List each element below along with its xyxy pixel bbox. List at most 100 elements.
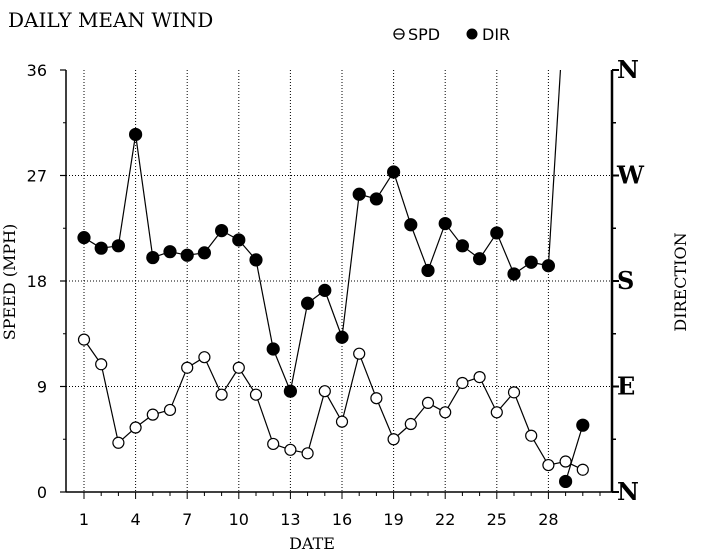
y-tick-label-0: 0 xyxy=(37,483,47,502)
dir-segment xyxy=(255,259,274,350)
dir-point-22 xyxy=(438,216,452,231)
y-tick-labels: 0 9 18 27 36 xyxy=(27,61,47,502)
x-tick-label-13: 13 xyxy=(280,510,300,529)
spd-point-22 xyxy=(439,406,452,419)
x-tick-label-4: 4 xyxy=(131,510,141,529)
direction-label-w-3: W xyxy=(616,161,645,190)
spd-point-17 xyxy=(353,347,366,360)
dir-point-27 xyxy=(524,255,538,269)
y2-axis-title: DIRECTION xyxy=(671,232,690,331)
x-tick-label-25: 25 xyxy=(487,510,507,529)
spd-point-5 xyxy=(146,408,159,421)
spd-point-21 xyxy=(421,396,435,410)
dir-legend-label: DIR xyxy=(482,25,510,44)
spd-point-8 xyxy=(198,351,211,364)
y-axis-title: SPEED (MPH) xyxy=(0,224,19,341)
x-tick-label-10: 10 xyxy=(229,510,249,529)
dir-legend-marker xyxy=(466,28,478,40)
spd-segment xyxy=(479,376,498,413)
dir-point-25 xyxy=(490,226,504,240)
dir-segment xyxy=(117,134,137,246)
x-tick-label-19: 19 xyxy=(383,510,403,529)
direction-label-n-0: N xyxy=(617,477,639,506)
spd-point-20 xyxy=(404,417,417,431)
dir-point-3 xyxy=(111,239,126,253)
spd-segment xyxy=(255,394,274,445)
spd-segment xyxy=(100,364,119,443)
spd-point-30 xyxy=(576,463,589,476)
dir-point-15 xyxy=(318,283,332,297)
dir-point-24 xyxy=(473,252,487,266)
x-axis-title: DATE xyxy=(289,534,335,553)
dir-point-8 xyxy=(197,246,211,260)
spd-point-2 xyxy=(95,358,108,371)
dir-point-9 xyxy=(215,223,229,238)
dir-series xyxy=(77,69,590,489)
dir-point-30 xyxy=(576,418,590,432)
spd-point-11 xyxy=(249,388,263,401)
dir-point-16 xyxy=(335,330,349,344)
direction-tick-labels: N E S W N xyxy=(616,55,645,506)
spd-segment xyxy=(375,397,395,440)
direction-label-e-1: E xyxy=(617,372,635,401)
chart-title: DAILY MEAN WIND xyxy=(8,8,213,32)
spd-point-13 xyxy=(284,443,297,456)
direction-label-s-2: S xyxy=(617,266,634,295)
x-tick-label-16: 16 xyxy=(332,510,352,529)
dir-segment xyxy=(324,290,343,338)
spd-point-3 xyxy=(112,436,125,449)
spd-point-4 xyxy=(129,421,142,434)
spd-point-9 xyxy=(215,388,228,401)
dir-segment xyxy=(393,171,412,225)
spd-point-14 xyxy=(301,447,314,460)
spd-legend-label: SPD xyxy=(408,25,440,44)
dir-segment xyxy=(427,223,446,271)
spd-point-12 xyxy=(267,437,280,451)
dir-point-26 xyxy=(507,267,521,281)
spd-point-23 xyxy=(456,376,469,390)
dir-wrap-segment xyxy=(547,69,562,266)
dir-point-14 xyxy=(301,296,315,310)
dir-point-28 xyxy=(541,259,556,273)
y-tick-label-36: 36 xyxy=(27,61,47,80)
x-tick-label-1: 1 xyxy=(79,510,89,529)
y-tick-label-9: 9 xyxy=(37,378,47,397)
spd-point-26 xyxy=(507,386,521,399)
legend: SPD DIR xyxy=(393,25,510,44)
dir-point-19 xyxy=(387,165,401,179)
x-tick-label-7: 7 xyxy=(182,510,192,529)
dir-segment xyxy=(289,303,309,392)
dir-point-5 xyxy=(146,250,160,265)
spd-point-7 xyxy=(181,361,194,374)
spd-point-1 xyxy=(77,333,91,346)
spd-point-16 xyxy=(335,415,349,428)
dir-point-11 xyxy=(249,253,263,267)
dir-point-4 xyxy=(129,127,143,142)
dir-point-21 xyxy=(421,263,435,278)
spd-point-15 xyxy=(318,385,331,398)
y-tick-label-18: 18 xyxy=(27,272,47,291)
dir-segment xyxy=(410,224,429,271)
spd-point-6 xyxy=(163,403,177,417)
dir-point-10 xyxy=(232,233,246,247)
spd-point-10 xyxy=(232,361,245,374)
spd-point-27 xyxy=(525,429,538,442)
spd-segment xyxy=(358,353,377,399)
spd-segment xyxy=(169,367,188,411)
dir-point-1 xyxy=(77,231,91,245)
spd-segment xyxy=(513,392,532,436)
dir-segment xyxy=(565,425,584,482)
spd-segment xyxy=(341,353,360,422)
x-tick-labels: 1 4 7 10 13 16 19 22 25 28 xyxy=(79,510,559,529)
spd-point-28 xyxy=(542,458,555,472)
dir-point-20 xyxy=(404,218,418,232)
dir-point-12 xyxy=(266,342,280,356)
dir-point-18 xyxy=(369,192,383,206)
dir-segment xyxy=(496,232,515,275)
dir-segment xyxy=(341,194,360,338)
spd-segment xyxy=(203,356,223,395)
x-tick-label-22: 22 xyxy=(435,510,455,529)
direction-label-n-4: N xyxy=(617,55,639,84)
